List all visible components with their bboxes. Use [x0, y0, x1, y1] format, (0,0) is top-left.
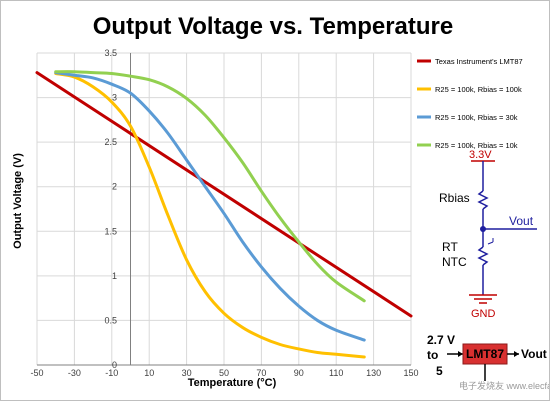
y-tick-label: 0.5: [104, 315, 117, 325]
series-line-4: [54, 70, 366, 303]
ntc-schematic: 3.3V Rbias Vout RT NTC GND: [439, 149, 537, 320]
series-line-2: [54, 72, 366, 359]
chip-supply-max-label: 5: [436, 364, 443, 378]
x-tick-label: 50: [219, 368, 229, 378]
y-tick-label: 2: [112, 182, 117, 192]
gnd-label: GND: [471, 308, 496, 320]
tick-labels: 0 0.5 1 1.5 2 2.5 3 3.5 -50 -30 -10 10 30 50 70 90 110 13…: [30, 48, 418, 378]
x-tick-label: 30: [182, 368, 192, 378]
series-lines: [35, 70, 413, 359]
legend-label-4: R25 = 100k, Rbias = 10k: [435, 141, 518, 150]
chip-to-label: to: [427, 348, 438, 362]
y-tick-label: 3: [112, 93, 117, 103]
rt-label: RT: [442, 240, 458, 254]
chip-output-arrow: [514, 351, 519, 357]
x-tick-label: 110: [329, 368, 343, 378]
y-tick-label: 3.5: [104, 48, 117, 58]
x-tick-label: -30: [68, 368, 81, 378]
series-line-3: [54, 71, 366, 342]
chip-supply-label: 2.7 V: [427, 333, 455, 347]
y-tick-label: 1: [112, 271, 117, 281]
x-tick-label: 130: [366, 368, 381, 378]
vout-label: Vout: [509, 214, 534, 228]
chip-out-label: Vout: [521, 347, 547, 361]
chip-input-arrow: [458, 351, 463, 357]
x-tick-label: -50: [30, 368, 43, 378]
legend-label-3: R25 = 100k, Rbias = 30k: [435, 113, 518, 122]
grid-lines: [36, 52, 412, 366]
y-axis-label: Output Voltage (V): [12, 153, 24, 249]
y-tick-label: 0: [112, 360, 117, 370]
rbias-resistor: [477, 190, 489, 210]
x-axis-label: Temperature (°C): [188, 377, 277, 389]
x-tick-label: 150: [403, 368, 418, 378]
supply-label: 3.3V: [469, 149, 492, 161]
axes: [37, 53, 411, 366]
rbias-label: Rbias: [439, 191, 470, 205]
lmt87-chip-diagram: 2.7 V to 5 LMT87 Vout: [427, 333, 547, 381]
y-tick-label: 1.5: [104, 226, 117, 236]
y-tick-label: 2.5: [104, 137, 117, 147]
x-tick-label: 90: [294, 368, 304, 378]
chart-title: Output Voltage vs. Temperature: [93, 13, 454, 40]
x-tick-label: 70: [256, 368, 266, 378]
watermark: 电子发烧友 www.elecfans.com: [459, 380, 549, 391]
chip-name: LMT87: [466, 347, 504, 361]
series-line-1: [35, 71, 413, 318]
x-tick-label: 10: [144, 368, 154, 378]
legend: Texas Instrument's LMT87 R25 = 100k, Rbia…: [417, 57, 523, 150]
ntc-label: NTC: [442, 255, 467, 269]
ntc-mark: [487, 238, 494, 245]
legend-label-2: R25 = 100k, Rbias = 100k: [435, 85, 522, 94]
x-tick-label: -10: [105, 368, 118, 378]
legend-label-1: Texas Instrument's LMT87: [435, 57, 523, 66]
rt-resistor: [477, 246, 489, 266]
